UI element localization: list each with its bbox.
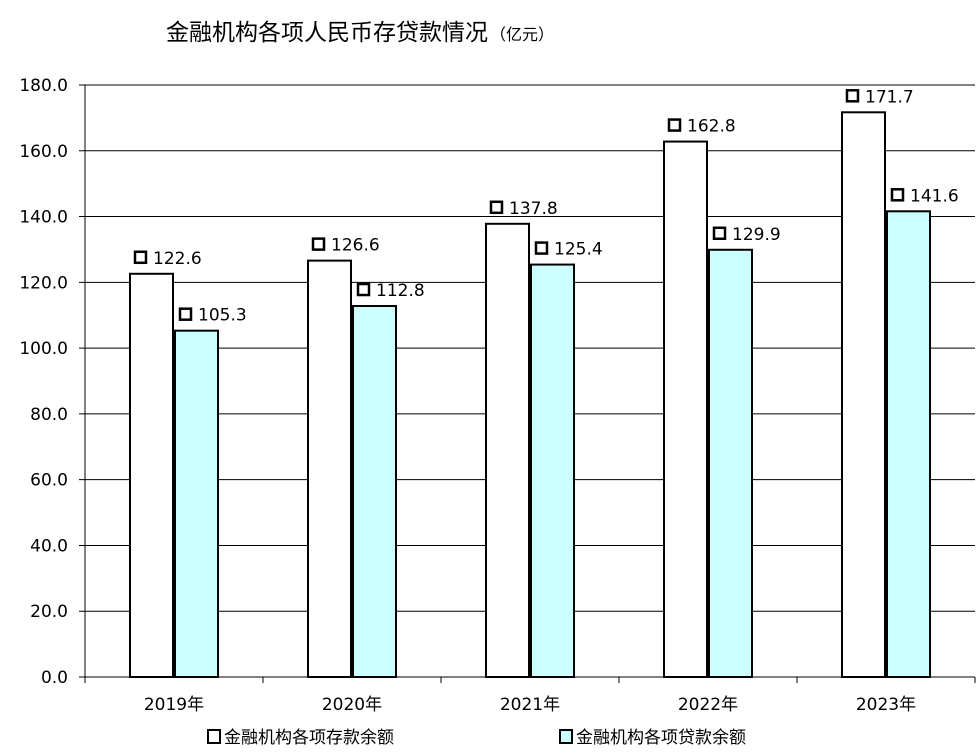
- y-tick-label: 180.0: [19, 76, 68, 96]
- data-label-marker: [534, 241, 549, 255]
- data-label-marker: [890, 188, 905, 202]
- x-tick-label: 2021年: [500, 695, 560, 715]
- bar-loan: [352, 305, 397, 678]
- bar-deposit: [485, 222, 530, 678]
- legend: 金融机构各项存款余额 金融机构各项贷款余额: [207, 728, 746, 748]
- y-tick-label: 40.0: [30, 536, 68, 556]
- y-tick-label: 120.0: [19, 273, 68, 293]
- data-label: 141.6: [910, 186, 959, 206]
- x-tick-label: 2023年: [856, 695, 916, 715]
- x-tick-label: 2019年: [144, 695, 204, 715]
- data-label: 126.6: [331, 236, 380, 256]
- data-label: 105.3: [198, 306, 247, 326]
- data-label-marker: [667, 118, 682, 132]
- bar-deposit: [663, 140, 708, 678]
- bar-loan: [708, 248, 753, 678]
- y-tick-label: 80.0: [30, 405, 68, 425]
- data-label-marker: [356, 282, 371, 297]
- legend-label: 金融机构各项贷款余额: [576, 728, 746, 748]
- data-label-marker: [178, 307, 193, 321]
- axes: [84, 85, 976, 683]
- data-label-marker: [311, 237, 326, 251]
- data-label-marker: [489, 200, 504, 215]
- legend-swatch-deposit: [207, 729, 221, 744]
- bar-loan: [530, 263, 575, 678]
- data-labels: 122.6 105.3 126.6 112.8 137.8 125.4 162.8 129.9…: [133, 87, 959, 326]
- data-label: 129.9: [732, 225, 781, 245]
- x-axis-ticks: 2019年 2020年 2021年 2022年 2023年: [144, 695, 916, 715]
- bar-loan: [174, 329, 219, 678]
- x-tick-label: 2022年: [678, 695, 738, 715]
- bar-loan: [886, 210, 931, 678]
- y-tick-label: 20.0: [30, 602, 68, 622]
- y-tick-label: 0.0: [41, 668, 68, 688]
- y-tick-label: 100.0: [19, 339, 68, 359]
- legend-swatch-loan: [559, 729, 573, 744]
- bar-deposit: [129, 272, 174, 678]
- bar-deposit: [307, 259, 352, 678]
- y-axis-ticks: 0.0 20.0 40.0 60.0 80.0 100.0 120.0 140.0 160.0 1…: [19, 76, 68, 688]
- bar-deposit: [841, 111, 886, 678]
- data-label: 122.6: [153, 249, 202, 269]
- chart-title-unit: （亿元）: [490, 25, 554, 44]
- data-label: 162.8: [687, 117, 736, 137]
- y-tick-label: 60.0: [30, 471, 68, 491]
- bars: [129, 111, 931, 678]
- chart-title: 金融机构各项人民币存贷款情况: [166, 20, 488, 46]
- data-label-marker: [712, 226, 727, 241]
- data-label: 112.8: [376, 281, 425, 301]
- data-label: 125.4: [554, 240, 603, 260]
- legend-label: 金融机构各项存款余额: [224, 728, 394, 748]
- data-label: 137.8: [509, 199, 558, 219]
- y-tick-label: 160.0: [19, 142, 68, 162]
- data-label-marker: [133, 250, 148, 265]
- x-tick-label: 2020年: [322, 695, 382, 715]
- y-tick-label: 140.0: [19, 208, 68, 228]
- data-label: 171.7: [865, 87, 914, 107]
- data-label-marker: [845, 89, 860, 103]
